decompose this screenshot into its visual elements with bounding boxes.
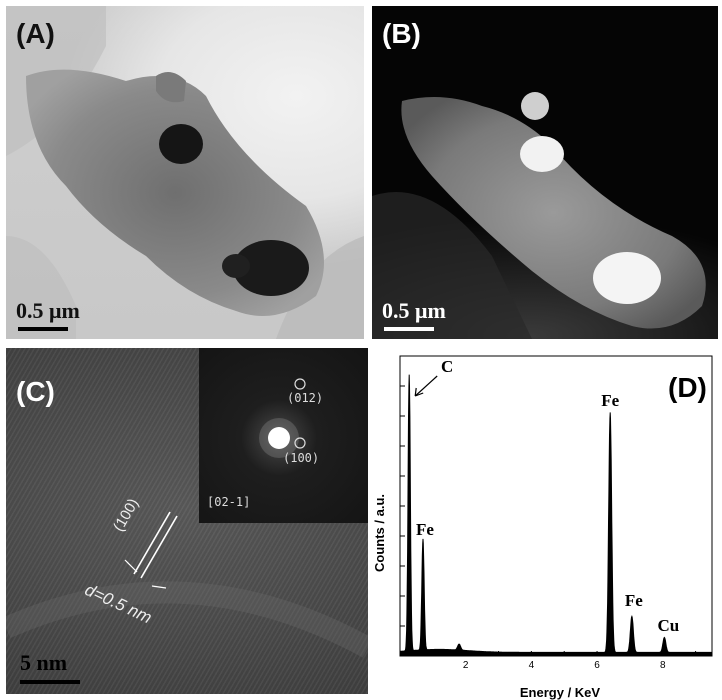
carbon-peak-arrow bbox=[414, 375, 438, 397]
peak-labels: C Fe Fe Fe Cu bbox=[414, 357, 680, 635]
panel-b-scale-bar bbox=[384, 327, 434, 331]
peak-label-cu: Cu bbox=[658, 616, 680, 635]
panel-d-edx-chart: 2 4 6 8 C Fe Fe Fe Cu Energy / KeV Counts / a.u… bbox=[372, 348, 718, 700]
panel-c-fft-inset: (012) (100) [02-1] bbox=[199, 348, 368, 523]
spectrum-series-line bbox=[399, 374, 713, 657]
peak-label-fe: Fe bbox=[601, 391, 619, 410]
panel-a-tem-image: (A) 0.5 μm bbox=[6, 6, 364, 339]
x-axis-label: Energy / KeV bbox=[520, 685, 601, 700]
panel-a-scale-bar bbox=[18, 327, 68, 331]
panel-c-lattice-overlay bbox=[6, 511, 368, 658]
chart-plot-frame bbox=[399, 355, 713, 657]
panel-a-micrograph bbox=[6, 6, 364, 339]
x-tick-label: 6 bbox=[594, 660, 600, 671]
x-tick-label: 4 bbox=[529, 660, 535, 671]
x-tick-label: 2 bbox=[463, 660, 469, 671]
panel-a-label: (A) bbox=[16, 18, 55, 49]
panel-b-label: (B) bbox=[382, 18, 421, 49]
fft-zone-axis-label: [02-1] bbox=[207, 495, 251, 509]
panel-c-scale-text: 5 nm bbox=[20, 650, 68, 675]
peak-label-fe: Fe bbox=[416, 520, 434, 539]
panel-a-scale-text: 0.5 μm bbox=[16, 298, 80, 323]
panel-c-hrtem-image: (C) (100) d=0.5 nm (012) (100) [02-1] 5 … bbox=[6, 348, 368, 694]
x-tick-label: 8 bbox=[660, 660, 666, 671]
fft-spot-100-label: (100) bbox=[283, 451, 320, 465]
fft-spot-012-label: (012) bbox=[287, 391, 324, 405]
x-axis-ticks: 2 4 6 8 bbox=[399, 651, 697, 671]
peak-label-fe: Fe bbox=[625, 591, 643, 610]
panel-d-label: (D) bbox=[668, 372, 707, 403]
peak-label-c: C bbox=[441, 357, 453, 376]
edx-chart-svg: 2 4 6 8 C Fe Fe Fe Cu Energy / KeV Counts / a.u… bbox=[372, 355, 713, 700]
panel-b-micrograph bbox=[372, 92, 706, 339]
panel-b-stem-image: (B) 0.5 μm bbox=[372, 6, 718, 339]
fft-pattern bbox=[259, 378, 306, 458]
y-axis-label: Counts / a.u. bbox=[372, 494, 387, 572]
panel-b-scale-text: 0.5 μm bbox=[382, 298, 446, 323]
y-axis-ticks bbox=[400, 355, 405, 627]
panel-c-label: (C) bbox=[16, 376, 55, 407]
panel-c-scale-bar bbox=[20, 680, 80, 684]
